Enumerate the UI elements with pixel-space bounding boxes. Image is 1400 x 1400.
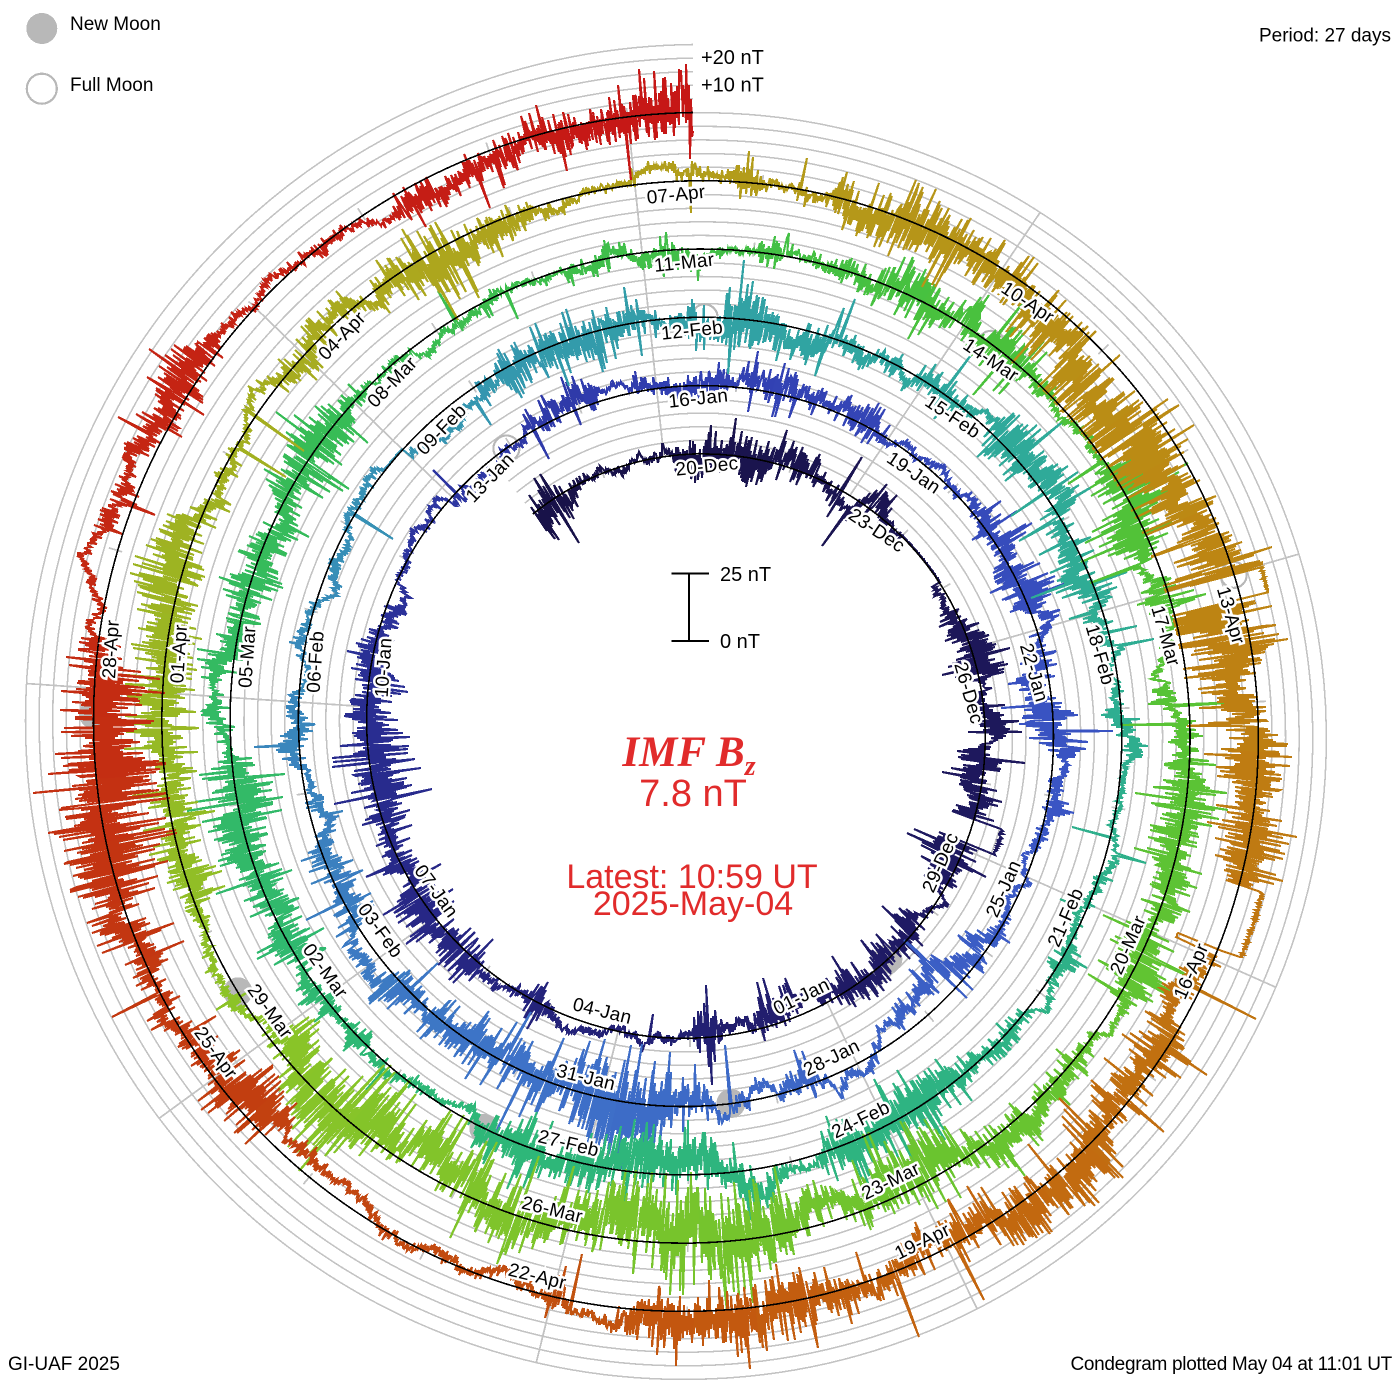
svg-text:01-Apr: 01-Apr [167,623,192,683]
svg-text:25 nT: 25 nT [720,564,771,586]
svg-text:+20 nT: +20 nT [701,47,764,69]
svg-text:IMF Bz: IMF Bz [621,729,755,782]
svg-text:2025-May-04: 2025-May-04 [593,885,793,923]
svg-text:7.8 nT: 7.8 nT [639,773,747,815]
svg-text:06-Feb: 06-Feb [304,630,329,693]
svg-text:Latest: 10:59 UT: Latest: 10:59 UT [566,858,817,896]
svg-text:+10 nT: +10 nT [701,75,764,97]
svg-text:28-Apr: 28-Apr [99,619,124,679]
svg-text:New Moon: New Moon [70,14,161,35]
svg-text:Condegram plotted May 04 at 11: Condegram plotted May 04 at 11:01 UT [1070,1354,1392,1375]
svg-text:10-Jan: 10-Jan [372,637,397,698]
svg-text:0 nT: 0 nT [720,631,760,653]
svg-text:05-Mar: 05-Mar [235,625,260,689]
svg-text:Period: 27 days: Period: 27 days [1259,26,1391,47]
svg-text:Full Moon: Full Moon [70,75,153,96]
svg-text:GI-UAF 2025: GI-UAF 2025 [8,1354,120,1375]
